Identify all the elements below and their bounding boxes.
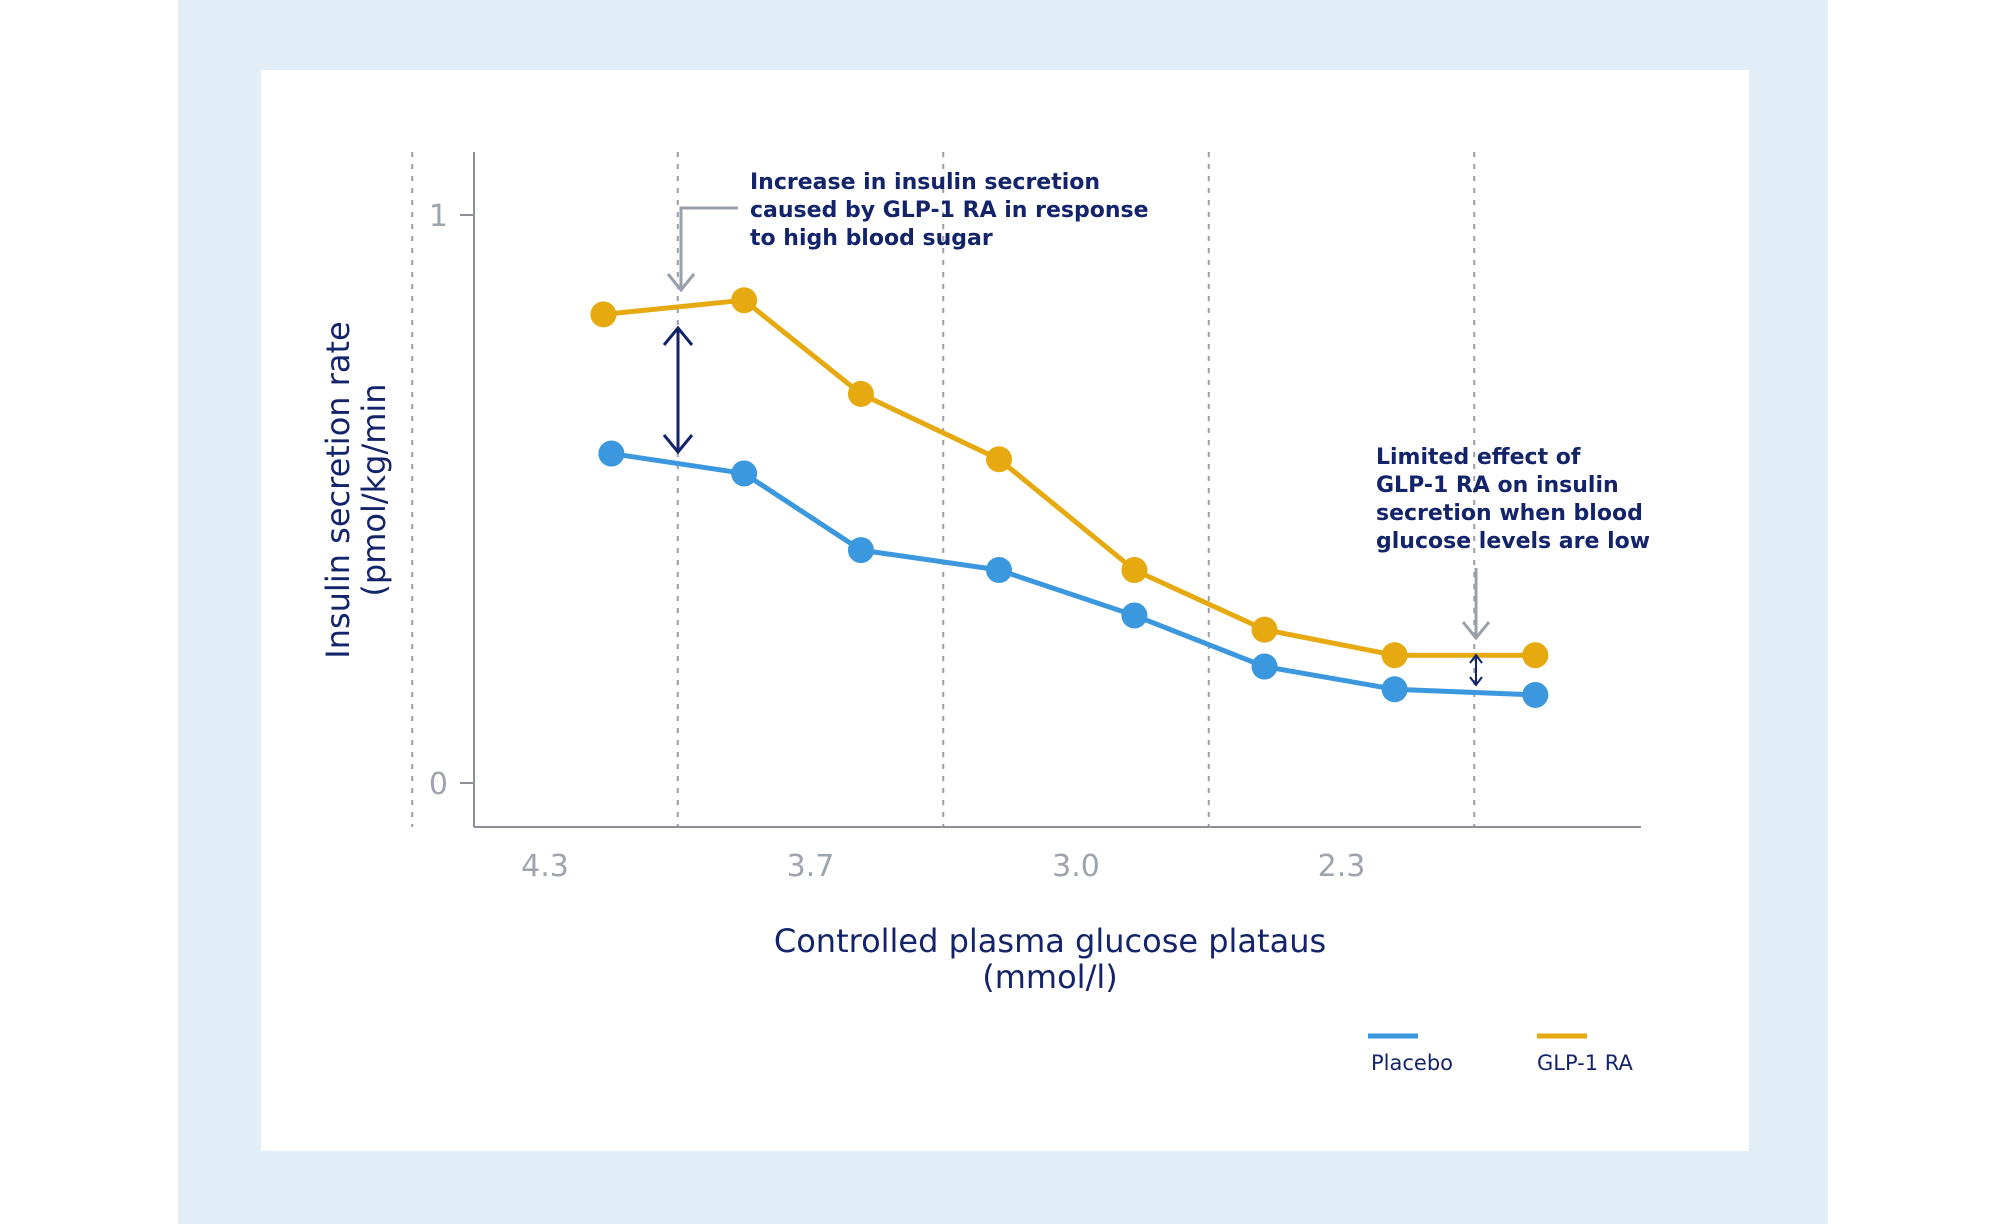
x-tick-label: 2.3 xyxy=(1318,849,1366,884)
data-point-glp1 xyxy=(1522,642,1549,669)
data-point-glp1 xyxy=(1251,616,1278,643)
annotation-low-line1: Limited effect of xyxy=(1376,445,1581,470)
callout-arrow-high xyxy=(679,206,738,288)
data-point-placebo xyxy=(1121,602,1148,629)
x-axis-title-line2: (mmol/l) xyxy=(982,958,1117,996)
data-point-placebo xyxy=(1381,676,1408,703)
data-point-placebo xyxy=(986,557,1013,583)
data-point-glp1 xyxy=(986,446,1013,473)
x-tick-label: 3.0 xyxy=(1052,849,1100,884)
annotation-high-line3: to high blood sugar xyxy=(750,226,993,251)
annotation-low-line4: glucose levels are low xyxy=(1376,529,1650,554)
x-tick-label: 3.7 xyxy=(787,849,835,884)
annotation-low-line3: secretion when blood xyxy=(1376,501,1643,526)
y-axis-title-line2: (pmol/kg/min xyxy=(355,383,393,596)
callout-arrowhead-high xyxy=(666,273,696,293)
data-point-placebo xyxy=(598,440,625,467)
x-axis-title-line1: Controlled plasma glucose plataus xyxy=(774,922,1326,960)
difference-arrow-high xyxy=(662,325,694,455)
data-point-placebo xyxy=(1522,681,1549,708)
data-series xyxy=(590,287,1549,708)
y-axis-title-line1: Insulin secretion rate xyxy=(319,321,357,658)
data-point-glp1 xyxy=(847,380,874,407)
x-tick-label: 4.3 xyxy=(521,849,569,884)
legend-label-placebo: Placebo xyxy=(1371,1051,1453,1075)
axes xyxy=(473,152,1641,828)
legend: Placebo GLP-1 RA xyxy=(1368,1033,1634,1075)
annotation-low-line2: GLP-1 RA on insulin xyxy=(1376,473,1619,498)
legend-label-glp1: GLP-1 RA xyxy=(1537,1051,1634,1075)
data-point-glp1 xyxy=(1381,642,1408,669)
y-tick-label: 1 xyxy=(429,199,448,234)
annotation-high-line1: Increase in insulin secretion xyxy=(750,170,1100,195)
difference-arrow-low xyxy=(1469,653,1483,687)
series-line-placebo xyxy=(611,451,1536,698)
annotation-high-line2: caused by GLP-1 RA in response xyxy=(750,198,1149,223)
data-point-glp1 xyxy=(731,287,758,314)
series-line-glp1 xyxy=(603,297,1536,658)
y-tick-label: 0 xyxy=(429,767,448,802)
data-point-placebo xyxy=(1251,653,1278,680)
annotation-high: Increase in insulin secretion caused by … xyxy=(666,170,1149,293)
data-point-placebo xyxy=(731,460,758,487)
data-point-placebo xyxy=(847,537,874,564)
callout-arrowhead-low xyxy=(1461,621,1491,641)
tick-labels: 4.3 3.7 3.0 2.3 1 0 xyxy=(429,199,1365,884)
annotation-low: Limited effect of GLP-1 RA on insulin se… xyxy=(1376,445,1650,641)
data-point-glp1 xyxy=(590,301,617,328)
grid-lines xyxy=(411,152,1476,827)
chart-panel xyxy=(261,70,1749,1151)
data-point-glp1 xyxy=(1121,557,1148,583)
